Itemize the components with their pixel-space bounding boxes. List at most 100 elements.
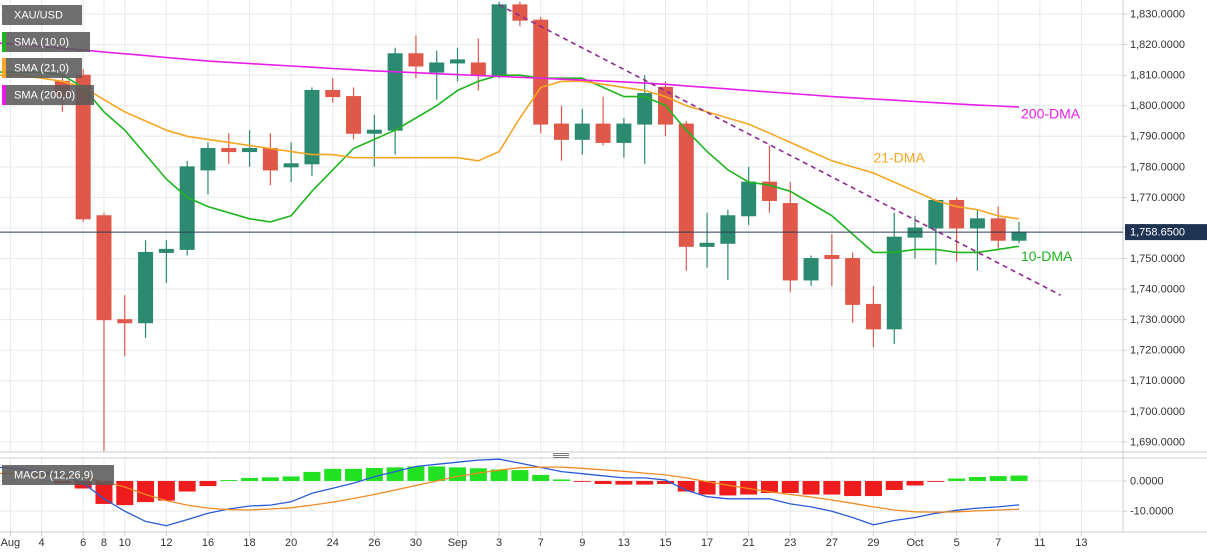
- legend-box: [2, 465, 114, 485]
- candle-body: [366, 129, 382, 134]
- histogram-bar: [220, 480, 238, 481]
- x-tick-label: 7: [995, 537, 1001, 549]
- x-tick-label: 12: [160, 537, 172, 549]
- histogram-bar: [740, 480, 758, 495]
- candle-body: [138, 251, 154, 324]
- y-tick-label: 1,750.0000: [1130, 253, 1185, 265]
- candle-body: [387, 53, 403, 131]
- y-tick-label: 1,790.0000: [1130, 131, 1185, 143]
- histogram-bar: [636, 480, 654, 485]
- candle-body: [1011, 231, 1027, 241]
- x-tick-label: 3: [496, 537, 502, 549]
- histogram-bar: [95, 480, 113, 504]
- candle-body: [699, 242, 715, 247]
- x-tick-label: Oct: [906, 537, 923, 549]
- histogram-bar: [781, 480, 799, 494]
- trend-line: [498, 4, 1061, 296]
- x-tick-label: 24: [327, 537, 339, 549]
- candle-body: [845, 258, 861, 305]
- moving-average-line: [0, 74, 1020, 220]
- y-tick-label: 1,700.0000: [1130, 406, 1185, 418]
- candle-body: [283, 163, 299, 168]
- histogram-bar: [948, 478, 966, 481]
- histogram-bar: [199, 480, 217, 487]
- histogram-bar: [864, 480, 882, 497]
- line-annotation: 21-DMA: [873, 150, 925, 166]
- candle-body: [179, 166, 195, 250]
- candle-body: [886, 236, 902, 330]
- histogram-bar: [282, 476, 300, 481]
- x-tick-label: Aug: [1, 537, 21, 549]
- candle-body: [117, 319, 133, 324]
- x-tick-label: 6: [80, 537, 86, 549]
- histogram-bar: [261, 477, 279, 481]
- histogram-bar: [137, 480, 155, 503]
- histogram-bar: [594, 480, 612, 484]
- legend-box: [2, 5, 82, 25]
- candle-body: [865, 303, 881, 330]
- legend-box: [2, 85, 94, 105]
- histogram-bar: [303, 471, 321, 481]
- histogram-bar: [532, 474, 550, 481]
- x-tick-label: 13: [618, 537, 630, 549]
- candle-body: [346, 96, 362, 134]
- y-tick-label: 1,770.0000: [1130, 192, 1185, 204]
- candle-body: [512, 4, 528, 21]
- candle-body: [325, 89, 341, 98]
- y-tick-label: 1,810.0000: [1130, 70, 1185, 82]
- x-tick-label: 29: [867, 537, 879, 549]
- candle-body: [782, 203, 798, 281]
- candle-body: [574, 123, 590, 140]
- histogram-bar: [677, 480, 695, 492]
- histogram-bar: [906, 480, 924, 486]
- histogram-bar: [989, 476, 1007, 481]
- candle-body: [158, 248, 174, 253]
- y-tick-label: 1,740.0000: [1130, 284, 1185, 296]
- histogram-bar: [490, 469, 508, 481]
- candle-body: [554, 123, 569, 140]
- histogram-bar: [927, 480, 945, 482]
- candle-body: [533, 19, 549, 125]
- histogram-bar: [407, 466, 425, 481]
- last-price-box: [1125, 224, 1207, 241]
- histogram-bar: [573, 480, 591, 482]
- x-tick-label: 15: [659, 537, 671, 549]
- x-tick-label: 23: [784, 537, 796, 549]
- x-tick-label: 27: [826, 537, 838, 549]
- candle-body: [969, 218, 985, 229]
- histogram-bar: [802, 480, 820, 495]
- candle-body: [96, 215, 112, 321]
- candle-body: [616, 123, 632, 143]
- candle-body: [408, 53, 424, 67]
- x-tick-label: 7: [538, 537, 544, 549]
- candle-body: [637, 93, 653, 125]
- histogram-bar: [157, 480, 175, 501]
- histogram-bar: [428, 466, 446, 481]
- chart-title: XAU/USD: [14, 9, 63, 21]
- candle-body: [242, 148, 258, 153]
- histogram-bar: [760, 480, 778, 494]
- histogram-bar: [116, 480, 134, 506]
- legend-label: SMA (10,0): [14, 36, 69, 48]
- legend-label: SMA (200,0): [14, 89, 75, 101]
- x-tick-label: 30: [410, 537, 422, 549]
- candle-body: [75, 74, 91, 220]
- chart-title: MACD (12,26,9): [14, 469, 93, 481]
- candle-body: [741, 181, 757, 217]
- x-tick-label: 4: [39, 537, 45, 549]
- histogram-bar: [553, 479, 570, 481]
- histogram-bar: [345, 468, 363, 481]
- histogram-bar: [178, 480, 196, 492]
- y-tick-label: 1,720.0000: [1130, 345, 1185, 357]
- y-tick-label: 1,780.0000: [1130, 161, 1185, 173]
- histogram-bar: [698, 480, 716, 495]
- histogram-bar: [469, 468, 487, 481]
- histogram-bar: [449, 467, 467, 481]
- resize-handle[interactable]: [551, 452, 571, 458]
- macd-line: [0, 458, 1020, 527]
- legend-swatch: [2, 32, 6, 52]
- histogram-bar: [968, 477, 986, 481]
